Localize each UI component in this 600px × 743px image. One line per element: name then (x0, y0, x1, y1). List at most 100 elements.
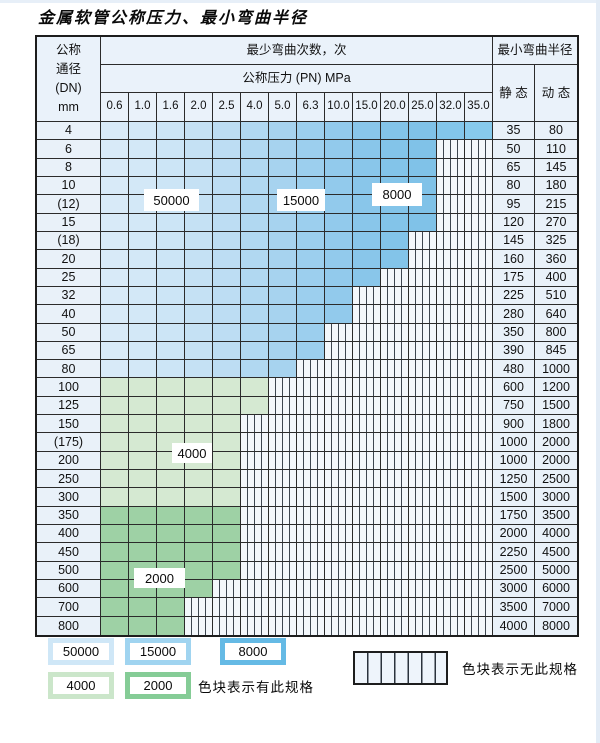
spec-cell (269, 580, 297, 599)
spec-cell (213, 415, 241, 434)
legend-swatch-2000: 2000 (125, 672, 191, 699)
spec-cell (269, 378, 297, 397)
dn-cell: 150 (37, 415, 101, 434)
spec-cell (129, 140, 157, 159)
spec-cell (465, 268, 493, 287)
spec-cell (213, 268, 241, 287)
spec-cell (409, 323, 437, 342)
spec-cell (213, 488, 241, 507)
dynamic-radius-cell: 360 (535, 250, 577, 269)
legend-swatch-4000: 4000 (48, 672, 114, 699)
dynamic-radius-cell: 325 (535, 231, 577, 251)
spec-cell (101, 561, 129, 581)
dynamic-radius-cell: 1000 (535, 360, 577, 379)
spec-cell (381, 488, 409, 507)
spec-cell (185, 488, 213, 507)
pn-column-header: 0.6 (101, 93, 129, 122)
spec-cell (269, 616, 297, 635)
static-radius-cell: 80 (493, 176, 535, 196)
spec-cell (213, 506, 241, 526)
spec-cell (381, 561, 409, 581)
spec-cell (381, 250, 409, 269)
spec-cell (269, 433, 297, 452)
spec-cell (129, 378, 157, 397)
spec-cell (157, 543, 185, 562)
spec-cell (325, 323, 353, 342)
spec-cell (437, 378, 465, 397)
spec-cell (297, 250, 325, 269)
spec-cell (213, 396, 241, 416)
spec-cell (269, 305, 297, 324)
dn-header: 公称 通径 (DN) mm (37, 37, 101, 122)
static-radius-cell: 1750 (493, 506, 535, 526)
spec-cell (101, 415, 129, 434)
spec-cell (437, 598, 465, 617)
dn-cell: 200 (37, 451, 101, 471)
spec-cell (381, 323, 409, 342)
spec-cell (353, 543, 381, 562)
spec-cell (381, 598, 409, 617)
spec-cell (353, 470, 381, 489)
spec-cell (353, 396, 381, 416)
spec-cell (353, 525, 381, 544)
zone-label-15000: 15000 (277, 189, 325, 211)
spec-cell (465, 378, 493, 397)
spec-cell (101, 488, 129, 507)
spec-cell (101, 451, 129, 471)
spec-cell (465, 433, 493, 452)
pn-column-header: 15.0 (353, 93, 381, 122)
pn-column-header: 4.0 (241, 93, 269, 122)
pn-column-header: 32.0 (437, 93, 465, 122)
spec-cell (465, 360, 493, 379)
pn-column-header: 20.0 (381, 93, 409, 122)
spec-cell (381, 213, 409, 232)
spec-cell (381, 525, 409, 544)
pn-column-header: 2.5 (213, 93, 241, 122)
spec-cell (213, 360, 241, 379)
spec-cell (381, 433, 409, 452)
spec-cell (325, 415, 353, 434)
dn-cell: 6 (37, 140, 101, 159)
spec-cell (297, 598, 325, 617)
min-bend-radius-header: 最小弯曲半径 (493, 37, 577, 65)
spec-cell (185, 250, 213, 269)
spec-cell (409, 525, 437, 544)
static-column-header: 静 态 (493, 65, 535, 122)
dynamic-radius-cell: 1200 (535, 378, 577, 397)
spec-cell (213, 451, 241, 471)
spec-cell (297, 341, 325, 361)
spec-cell (465, 488, 493, 507)
spec-cell (297, 488, 325, 507)
spec-cell (185, 268, 213, 287)
spec-cell (381, 305, 409, 324)
spec-cell (269, 341, 297, 361)
spec-cell (297, 231, 325, 251)
spec-cell (297, 323, 325, 342)
spec-cell (353, 433, 381, 452)
spec-cell (129, 286, 157, 306)
spec-cell (409, 158, 437, 177)
spec-cell (297, 396, 325, 416)
static-radius-cell: 750 (493, 396, 535, 416)
spec-cell (381, 140, 409, 159)
spec-cell (241, 176, 269, 196)
dn-cell: 20 (37, 250, 101, 269)
spec-cell (465, 506, 493, 526)
dynamic-radius-cell: 8000 (535, 616, 577, 635)
static-radius-cell: 390 (493, 341, 535, 361)
spec-cell (325, 433, 353, 452)
legend-swatch-label: 50000 (53, 643, 109, 660)
dynamic-radius-cell: 510 (535, 286, 577, 306)
spec-cell (269, 451, 297, 471)
dn-cell: 100 (37, 378, 101, 397)
spec-cell (297, 378, 325, 397)
spec-cell (465, 341, 493, 361)
spec-cell (129, 396, 157, 416)
spec-cell (185, 158, 213, 177)
spec-cell (353, 323, 381, 342)
spec-cell (409, 268, 437, 287)
spec-cell (325, 561, 353, 581)
static-radius-cell: 4000 (493, 616, 535, 635)
spec-cell (241, 286, 269, 306)
spec-cell (465, 616, 493, 635)
